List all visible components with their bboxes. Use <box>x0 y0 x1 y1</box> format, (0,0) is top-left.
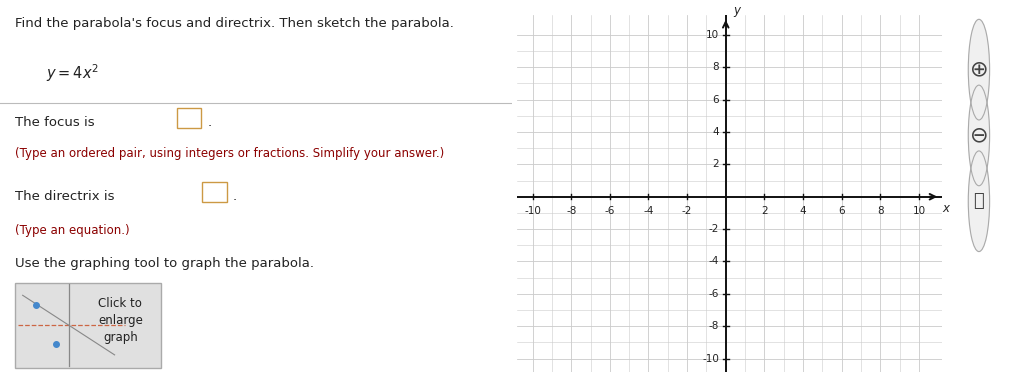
Text: 4: 4 <box>800 205 806 216</box>
Text: y: y <box>733 4 740 17</box>
Text: 4: 4 <box>713 127 719 137</box>
Circle shape <box>969 19 989 120</box>
Text: 6: 6 <box>713 95 719 104</box>
Text: 10: 10 <box>706 30 719 40</box>
Circle shape <box>969 85 989 186</box>
Text: -10: -10 <box>702 354 719 363</box>
Text: (Type an ordered pair, using integers or fractions. Simplify your answer.): (Type an ordered pair, using integers or… <box>15 147 444 160</box>
Text: (Type an equation.): (Type an equation.) <box>15 224 130 238</box>
Text: Use the graphing tool to graph the parabola.: Use the graphing tool to graph the parab… <box>15 257 314 271</box>
Text: .: . <box>207 116 212 129</box>
Text: -10: -10 <box>524 205 541 216</box>
Text: 8: 8 <box>877 205 884 216</box>
Text: -2: -2 <box>682 205 692 216</box>
Text: ⊕: ⊕ <box>970 60 988 80</box>
Bar <box>15 283 161 368</box>
Text: -4: -4 <box>643 205 653 216</box>
Text: 2: 2 <box>713 159 719 170</box>
Text: x: x <box>942 202 949 214</box>
Text: $y = 4x^2$: $y = 4x^2$ <box>46 62 99 84</box>
Text: 6: 6 <box>839 205 845 216</box>
Text: 8: 8 <box>713 62 719 72</box>
Text: The directrix is: The directrix is <box>15 190 115 203</box>
Circle shape <box>969 151 989 252</box>
Text: -6: -6 <box>604 205 615 216</box>
Text: ⊖: ⊖ <box>970 125 988 146</box>
Text: Click to
enlarge
graph: Click to enlarge graph <box>98 297 143 344</box>
Text: 2: 2 <box>761 205 768 216</box>
Text: -8: -8 <box>709 321 719 331</box>
Text: Find the parabola's focus and directrix. Then sketch the parabola.: Find the parabola's focus and directrix.… <box>15 17 455 31</box>
Text: -6: -6 <box>709 289 719 299</box>
Text: -2: -2 <box>709 224 719 234</box>
Text: -4: -4 <box>709 257 719 267</box>
Bar <box>203 182 227 202</box>
Text: -8: -8 <box>566 205 577 216</box>
Text: 10: 10 <box>912 205 926 216</box>
Text: .: . <box>233 190 238 203</box>
Bar <box>176 108 201 128</box>
Text: The focus is: The focus is <box>15 116 95 129</box>
Text: ⧉: ⧉ <box>974 192 984 210</box>
